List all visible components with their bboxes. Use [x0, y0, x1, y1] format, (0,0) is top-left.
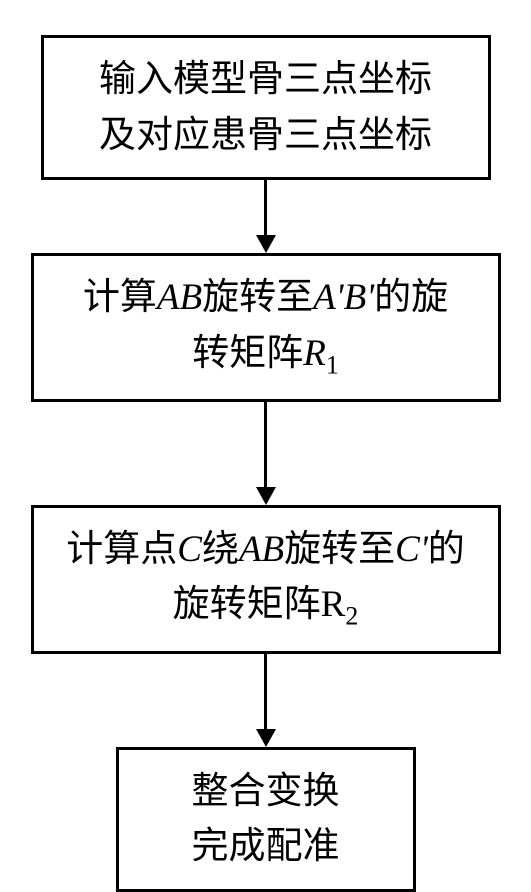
flowchart-container: 输入模型骨三点坐标 及对应患骨三点坐标 计算AB旋转至A'B'的旋 转矩阵R1 …: [31, 35, 501, 892]
arrow-head-icon: [256, 729, 276, 747]
flowchart-node-input: 输入模型骨三点坐标 及对应患骨三点坐标: [41, 35, 491, 180]
node-text-line: 计算AB旋转至A'B'的旋: [52, 270, 480, 326]
node-text-line: 旋转矩阵R2: [52, 577, 480, 636]
flowchart-arrow: [256, 402, 276, 505]
node-text-line: 输入模型骨三点坐标: [62, 52, 470, 108]
arrow-head-icon: [256, 487, 276, 505]
arrow-line: [264, 654, 267, 729]
flowchart-node-output: 整合变换 完成配准: [116, 747, 416, 892]
flowchart-arrow: [256, 180, 276, 253]
flowchart-node-r2: 计算点C绕AB旋转至C'的 旋转矩阵R2: [31, 505, 501, 654]
node-text-line: 整合变换: [137, 764, 395, 820]
node-text-line: 计算点C绕AB旋转至C'的: [52, 522, 480, 578]
arrow-line: [264, 180, 267, 235]
flowchart-arrow: [256, 654, 276, 747]
arrow-head-icon: [256, 235, 276, 253]
node-text-line: 完成配准: [137, 819, 395, 875]
node-text-line: 转矩阵R1: [52, 326, 480, 385]
arrow-line: [264, 402, 267, 487]
flowchart-node-r1: 计算AB旋转至A'B'的旋 转矩阵R1: [31, 253, 501, 402]
node-text-line: 及对应患骨三点坐标: [62, 108, 470, 164]
